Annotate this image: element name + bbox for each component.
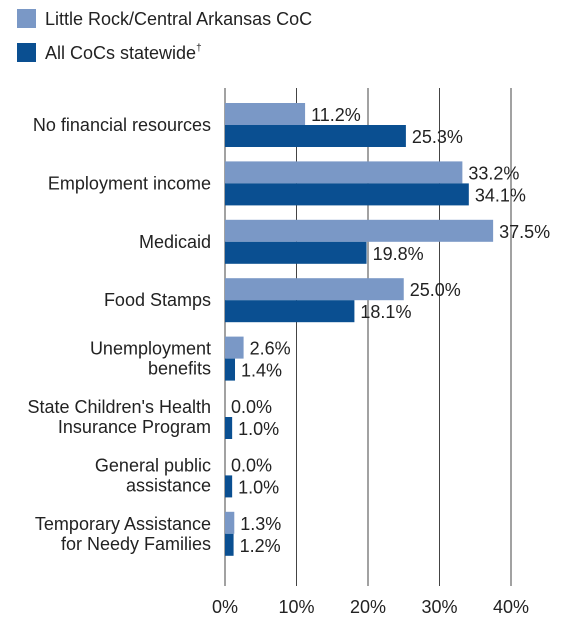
category-label-line: Employment income [48, 173, 211, 193]
legend-label-series-b: All CoCs statewide† [45, 43, 202, 63]
legend-label-series-a: Little Rock/Central Arkansas CoC [45, 9, 312, 29]
bar-series-b [225, 475, 233, 498]
data-label-series-a: 37.5% [499, 222, 550, 242]
data-label-series-a: 33.2% [468, 163, 519, 183]
data-label-series-a: 25.0% [410, 280, 461, 300]
category-label-line: State Children's Health [27, 397, 211, 417]
data-label-series-a: 0.0% [231, 455, 272, 475]
data-label-series-b: 1.0% [238, 477, 279, 497]
category-label: No financial resources [33, 115, 211, 135]
data-label-series-b: 1.4% [241, 361, 282, 381]
x-tick-label: 10% [278, 597, 314, 617]
bar-series-a [225, 161, 463, 184]
bar-series-a [225, 219, 494, 242]
bar-series-b [225, 125, 406, 147]
legend-swatch-series-a [17, 9, 36, 28]
bar-series-b [225, 241, 367, 264]
category-label: Unemployment benefits [90, 339, 211, 379]
bar-series-b [225, 358, 236, 381]
x-axis-ticks: 0% 10% 20% 30% 40% [212, 597, 529, 617]
bar-series-b [225, 533, 234, 556]
bar-series-a [225, 336, 244, 359]
category-label: Medicaid [139, 232, 211, 252]
category-label: General public assistance [95, 455, 211, 495]
data-label-series-a: 1.3% [240, 514, 281, 534]
data-label-series-a: 2.6% [250, 339, 291, 359]
x-tick-label: 40% [493, 597, 529, 617]
data-label-series-b: 25.3% [412, 127, 463, 147]
data-label-series-b: 18.1% [360, 302, 411, 322]
category-label-line: No financial resources [33, 115, 211, 135]
x-tick-label: 20% [350, 597, 386, 617]
category-labels: No financial resources Employment income M… [27, 115, 211, 554]
category-label-line: Insurance Program [58, 417, 211, 437]
category-label-line: Food Stamps [104, 290, 211, 310]
category-label: Temporary Assistance for Needy Families [35, 514, 211, 554]
bar-series-b [225, 300, 355, 323]
data-label-series-a: 0.0% [231, 397, 272, 417]
category-label-line: Medicaid [139, 232, 211, 252]
category-label-line: Temporary Assistance [35, 514, 211, 534]
legend-label-series-b-mark: † [196, 43, 202, 54]
category-label-line: for Needy Families [61, 534, 211, 554]
bar-series-a [225, 511, 235, 534]
data-label-series-b: 34.1% [475, 185, 526, 205]
legend-label-series-b-text: All CoCs statewide [45, 43, 196, 63]
category-label-line: Unemployment [90, 339, 211, 359]
category-label-line: General public [95, 455, 211, 475]
bar-series-b [225, 183, 469, 206]
data-label-series-b: 19.8% [373, 244, 424, 264]
category-label: State Children's Health Insurance Program [27, 397, 211, 437]
x-tick-label: 0% [212, 597, 238, 617]
category-label: Employment income [48, 173, 211, 193]
category-label-line: assistance [126, 475, 211, 495]
bar-series-a [225, 103, 306, 125]
category-label: Food Stamps [104, 290, 211, 310]
category-label-line: benefits [148, 359, 211, 379]
legend: Little Rock/Central Arkansas CoC All CoC… [17, 9, 312, 63]
x-tick-label: 30% [421, 597, 457, 617]
bar-series-b [225, 417, 233, 439]
legend-swatch-series-b [17, 43, 36, 62]
data-label-series-a: 11.2% [311, 105, 361, 125]
bar-series-a [225, 278, 404, 301]
data-label-series-b: 1.0% [238, 419, 279, 439]
bars: 11.2% 33.2% 37.5% 25.0% 2.6% 0.0% 0.0% 1.3% 25.3… [225, 103, 550, 556]
data-label-series-b: 1.2% [240, 536, 281, 556]
